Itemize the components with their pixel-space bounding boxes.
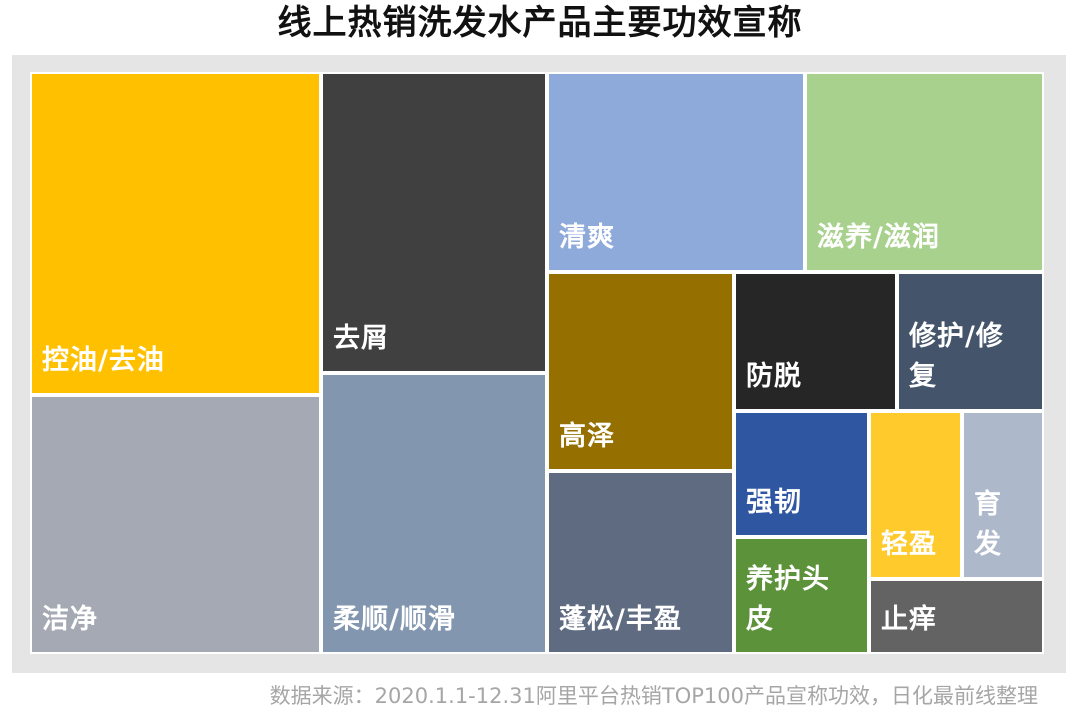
- treemap-cell: 止痒: [869, 579, 1044, 654]
- treemap-cell-label: 洁净: [42, 604, 98, 635]
- treemap-cell: 高泽: [547, 272, 734, 471]
- treemap-cell-label: 滋养/滋润: [817, 222, 940, 253]
- treemap-cell-label: 蓬松/丰盈: [559, 604, 682, 635]
- treemap-cell-label: 止痒: [881, 604, 937, 635]
- treemap-cell: 蓬松/丰盈: [547, 471, 734, 654]
- treemap-cell: 洁净: [30, 395, 321, 654]
- treemap-cell-label: 轻盈: [881, 529, 937, 560]
- treemap-cell: 修护/修 复: [897, 272, 1044, 411]
- treemap-cell-label: 强韧: [746, 487, 802, 518]
- treemap-cell: 育 发: [962, 411, 1044, 579]
- treemap-cell: 防脱: [734, 272, 897, 411]
- treemap-cell: 滋养/滋润: [805, 72, 1044, 272]
- treemap-cell-label: 去屑: [333, 323, 389, 354]
- treemap-cell-label: 修护/修 复: [909, 321, 1004, 392]
- treemap-cell: 轻盈: [869, 411, 962, 579]
- chart-title: 线上热销洗发水产品主要功效宣称: [277, 3, 803, 43]
- treemap-cell: 去屑: [321, 72, 547, 373]
- treemap-cell-label: 养护头 皮: [746, 564, 830, 635]
- treemap-cell-label: 防脱: [746, 361, 802, 392]
- treemap-cell-label: 育 发: [974, 489, 1002, 560]
- treemap-cell: 清爽: [547, 72, 805, 272]
- treemap-cell-label: 高泽: [559, 421, 615, 452]
- treemap: 控油/去油洁净 去屑柔顺/顺滑 清爽 滋养/滋润高泽蓬松/丰盈 防脱 修护/修 复强韧养护…: [30, 72, 1044, 654]
- treemap-cell: 强韧: [734, 411, 869, 537]
- treemap-cell: 控油/去油: [30, 72, 321, 395]
- treemap-cell: 养护头 皮: [734, 537, 869, 654]
- treemap-cell-label: 清爽: [559, 222, 615, 253]
- treemap-cell-label: 控油/去油: [42, 345, 165, 376]
- treemap-cell: 柔顺/顺滑: [321, 373, 547, 654]
- source-note: 数据来源：2020.1.1-12.31阿里平台热销TOP100产品宣称功效，日化…: [269, 684, 1038, 708]
- treemap-cell-label: 柔顺/顺滑: [333, 604, 456, 635]
